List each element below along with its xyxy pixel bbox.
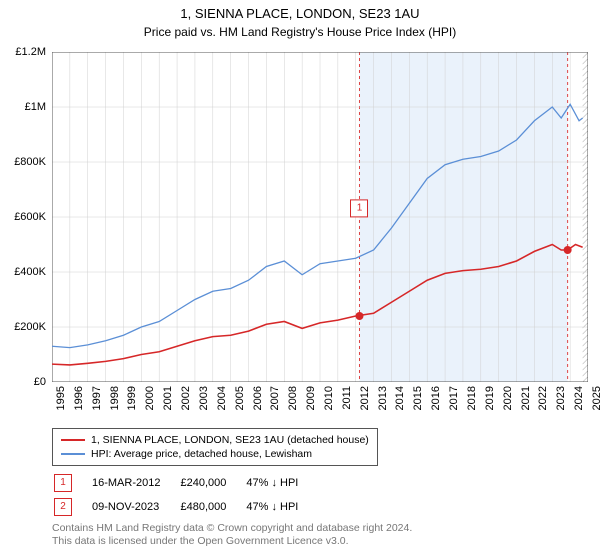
transaction-marker-badge: 1 [54, 474, 72, 492]
y-axis-tick-label: £0 [34, 376, 46, 388]
x-axis-tick-label: 1995 [55, 386, 67, 410]
x-axis-tick-label: 2012 [359, 386, 371, 410]
transaction-date: 09-NOV-2023 [92, 496, 178, 518]
x-axis-tick-label: 2000 [144, 386, 156, 410]
chart-subtitle: Price paid vs. HM Land Registry's House … [0, 23, 600, 39]
y-axis-tick-label: £200K [14, 321, 46, 333]
attribution-text: Contains HM Land Registry data © Crown c… [52, 522, 412, 548]
transaction-price: £240,000 [180, 472, 244, 494]
legend: 1, SIENNA PLACE, LONDON, SE23 1AU (detac… [52, 428, 378, 466]
x-axis-tick-label: 2011 [341, 386, 353, 410]
legend-item: HPI: Average price, detached house, Lewi… [61, 447, 369, 461]
x-axis-tick-label: 2005 [234, 386, 246, 410]
chart-area: £0£200K£400K£600K£800K£1M£1.2M 199519961… [52, 52, 588, 382]
table-row: 2 09-NOV-2023£480,00047% ↓ HPI [54, 496, 316, 518]
y-axis-tick-label: £400K [14, 266, 46, 278]
x-axis-tick-label: 2004 [216, 386, 228, 410]
x-axis-tick-label: 2016 [430, 386, 442, 410]
x-axis-tick-label: 1997 [91, 386, 103, 410]
x-axis-tick-label: 2003 [198, 386, 210, 410]
y-axis-tick-label: £600K [14, 211, 46, 223]
x-axis-tick-label: 1998 [109, 386, 121, 410]
transaction-date: 16-MAR-2012 [92, 472, 178, 494]
legend-swatch [61, 439, 85, 441]
chart-title: 1, SIENNA PLACE, LONDON, SE23 1AU [0, 0, 600, 23]
x-axis-tick-label: 2014 [394, 386, 406, 410]
x-axis-tick-label: 2022 [537, 386, 549, 410]
x-axis-tick-label: 2013 [377, 386, 389, 410]
x-axis-tick-label: 2009 [305, 386, 317, 410]
legend-label: HPI: Average price, detached house, Lewi… [91, 448, 312, 460]
x-axis-tick-label: 2023 [555, 386, 567, 410]
transaction-hpi: 47% ↓ HPI [246, 472, 316, 494]
x-axis-tick-label: 2006 [252, 386, 264, 410]
legend-label: 1, SIENNA PLACE, LONDON, SE23 1AU (detac… [91, 434, 369, 446]
x-axis-tick-label: 2019 [484, 386, 496, 410]
x-axis-tick-label: 2024 [573, 386, 585, 410]
x-axis-tick-label: 1996 [73, 386, 85, 410]
x-axis-tick-label: 2002 [180, 386, 192, 410]
table-row: 1 16-MAR-2012£240,00047% ↓ HPI [54, 472, 316, 494]
x-axis-tick-label: 2021 [520, 386, 532, 410]
x-axis-tick-label: 2001 [162, 386, 174, 410]
legend-item: 1, SIENNA PLACE, LONDON, SE23 1AU (detac… [61, 433, 369, 447]
transaction-hpi: 47% ↓ HPI [246, 496, 316, 518]
x-axis-tick-label: 2010 [323, 386, 335, 410]
x-axis-tick-label: 2025 [591, 386, 600, 410]
x-axis-tick-label: 1999 [126, 386, 138, 410]
legend-swatch [61, 453, 85, 455]
footer-line-1: Contains HM Land Registry data © Crown c… [52, 522, 412, 535]
chart-marker-badge: 1 [350, 199, 368, 217]
transaction-marker-badge: 2 [54, 498, 72, 516]
x-axis-tick-label: 2017 [448, 386, 460, 410]
x-axis-tick-label: 2018 [466, 386, 478, 410]
y-axis-tick-label: £1M [25, 101, 46, 113]
x-axis-tick-label: 2007 [269, 386, 281, 410]
y-axis-tick-label: £1.2M [15, 46, 46, 58]
x-axis-tick-label: 2008 [287, 386, 299, 410]
transaction-price: £480,000 [180, 496, 244, 518]
x-axis-tick-label: 2020 [502, 386, 514, 410]
chart-svg [52, 52, 588, 382]
chart-container: 1, SIENNA PLACE, LONDON, SE23 1AU Price … [0, 0, 600, 560]
footer-line-2: This data is licensed under the Open Gov… [52, 535, 412, 548]
transactions-table: 1 16-MAR-2012£240,00047% ↓ HPI 2 09-NOV-202… [52, 470, 318, 520]
x-axis-tick-label: 2015 [412, 386, 424, 410]
y-axis-tick-label: £800K [14, 156, 46, 168]
